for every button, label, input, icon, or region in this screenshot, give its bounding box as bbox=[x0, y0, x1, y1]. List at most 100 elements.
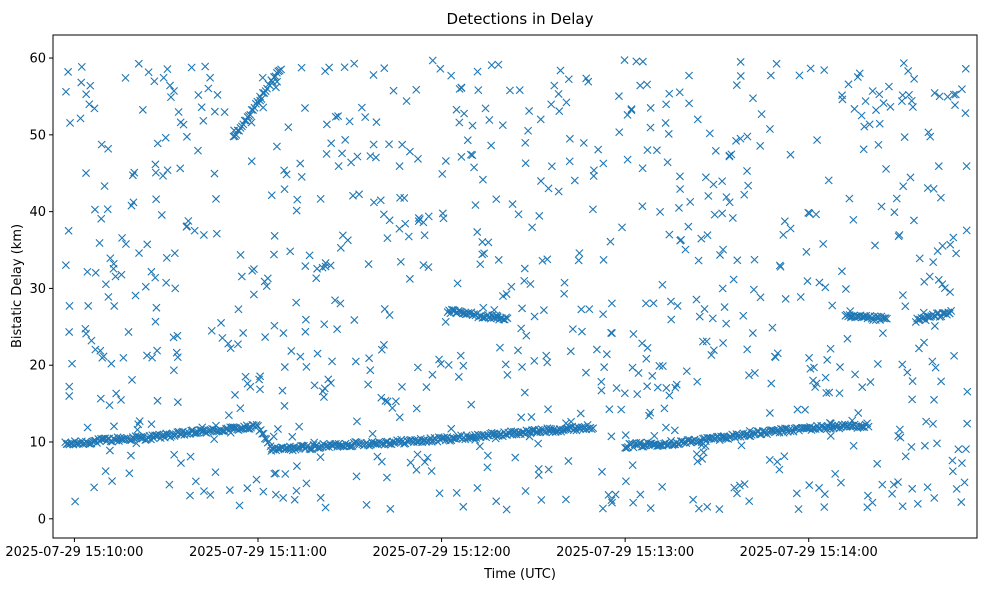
detection-marker bbox=[780, 452, 789, 461]
detection-marker bbox=[547, 100, 556, 109]
detection-marker bbox=[292, 486, 301, 495]
detection-marker bbox=[350, 59, 359, 68]
detection-marker bbox=[150, 77, 159, 86]
detection-marker bbox=[621, 431, 630, 440]
y-tick-label: 40 bbox=[29, 205, 46, 220]
detection-marker bbox=[665, 391, 674, 400]
detection-marker bbox=[347, 158, 356, 167]
detection-marker bbox=[579, 138, 588, 147]
detection-marker bbox=[313, 443, 322, 452]
detection-marker bbox=[677, 235, 686, 244]
detection-marker bbox=[471, 435, 480, 444]
detection-marker bbox=[109, 422, 118, 431]
detection-marker bbox=[642, 354, 651, 363]
detection-marker bbox=[471, 201, 480, 210]
detection-marker bbox=[236, 250, 245, 259]
detection-marker bbox=[674, 203, 683, 212]
detection-marker bbox=[157, 210, 166, 219]
detection-marker bbox=[186, 452, 195, 461]
detection-marker bbox=[643, 80, 652, 89]
detection-marker bbox=[898, 360, 907, 369]
detection-marker bbox=[907, 96, 916, 105]
detection-marker bbox=[646, 103, 655, 112]
detection-marker bbox=[350, 315, 359, 324]
detection-marker bbox=[704, 191, 713, 200]
detection-marker bbox=[371, 153, 380, 162]
detection-marker bbox=[436, 64, 445, 73]
detection-marker bbox=[884, 82, 893, 91]
detection-marker bbox=[543, 255, 552, 264]
detection-marker bbox=[854, 409, 863, 418]
detection-marker bbox=[201, 62, 210, 71]
detection-marker bbox=[933, 247, 942, 256]
detection-marker bbox=[698, 337, 707, 346]
detection-marker bbox=[331, 112, 340, 121]
detection-marker bbox=[851, 370, 860, 379]
detection-marker bbox=[454, 372, 463, 381]
detection-marker bbox=[948, 467, 957, 476]
detection-marker bbox=[144, 68, 153, 77]
detection-marker bbox=[929, 258, 938, 267]
detection-marker bbox=[306, 445, 315, 454]
detection-marker bbox=[134, 59, 143, 68]
detection-marker bbox=[736, 71, 745, 80]
detection-marker bbox=[806, 64, 815, 73]
detection-marker bbox=[147, 267, 156, 276]
detection-marker bbox=[682, 367, 691, 376]
detection-marker bbox=[333, 325, 342, 334]
detection-marker bbox=[495, 343, 504, 352]
detection-marker bbox=[801, 405, 810, 414]
detection-marker bbox=[321, 259, 330, 268]
detection-marker bbox=[663, 158, 672, 167]
detection-marker bbox=[554, 187, 563, 196]
detection-marker bbox=[287, 346, 296, 355]
detection-marker bbox=[686, 197, 695, 206]
detection-marker bbox=[475, 442, 484, 451]
detection-marker bbox=[466, 150, 475, 159]
detection-marker bbox=[948, 456, 957, 465]
detection-marker bbox=[589, 424, 598, 433]
y-tick-label: 50 bbox=[29, 128, 46, 143]
detection-marker bbox=[577, 327, 586, 336]
detection-marker bbox=[621, 477, 630, 486]
detection-marker bbox=[577, 305, 586, 314]
detection-marker bbox=[353, 417, 361, 426]
detection-marker bbox=[646, 504, 655, 513]
detection-marker bbox=[914, 344, 923, 353]
detection-marker bbox=[312, 274, 321, 283]
detection-marker bbox=[745, 426, 754, 435]
detection-marker bbox=[792, 489, 801, 498]
detection-marker bbox=[161, 133, 170, 142]
detection-marker bbox=[271, 469, 280, 478]
detection-marker bbox=[199, 487, 208, 496]
detection-marker bbox=[405, 147, 414, 156]
detection-marker bbox=[961, 109, 970, 118]
detection-marker bbox=[435, 355, 444, 364]
detection-marker bbox=[620, 389, 629, 398]
detection-marker bbox=[732, 136, 741, 145]
detection-marker bbox=[658, 482, 667, 491]
detection-marker bbox=[322, 149, 331, 158]
detection-marker bbox=[717, 432, 726, 441]
detection-marker bbox=[697, 441, 706, 450]
detection-marker bbox=[629, 330, 638, 339]
detection-marker bbox=[259, 487, 268, 496]
detection-marker bbox=[447, 71, 456, 80]
detection-marker bbox=[247, 118, 256, 127]
detection-marker bbox=[908, 103, 917, 112]
detection-marker bbox=[632, 57, 641, 66]
detection-marker bbox=[369, 198, 378, 207]
detection-marker bbox=[963, 419, 972, 428]
detection-marker bbox=[638, 339, 647, 348]
detection-marker bbox=[169, 86, 178, 95]
detection-marker bbox=[453, 279, 462, 288]
detection-marker bbox=[82, 90, 91, 99]
detection-marker bbox=[520, 276, 529, 285]
detection-marker bbox=[936, 193, 945, 202]
detection-marker bbox=[151, 273, 160, 282]
detection-marker bbox=[658, 362, 667, 371]
detection-marker bbox=[693, 377, 702, 386]
detection-marker bbox=[735, 481, 744, 490]
detection-marker bbox=[555, 107, 564, 116]
detection-marker bbox=[173, 331, 182, 340]
